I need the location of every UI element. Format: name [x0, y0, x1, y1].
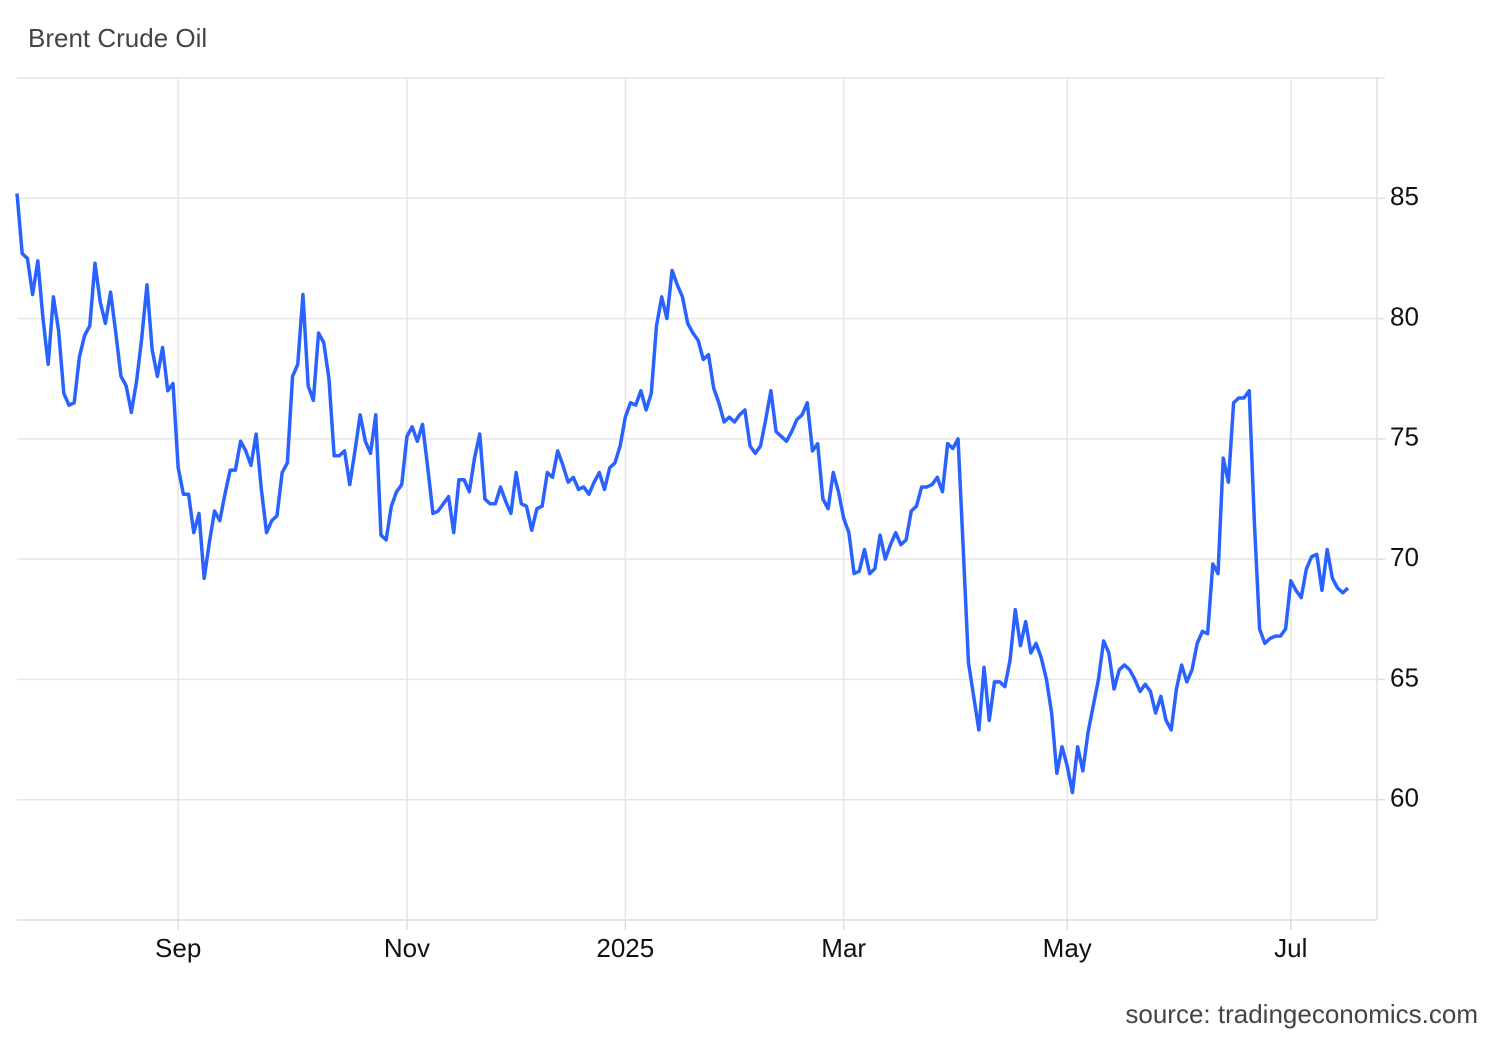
y-tick-label: 80: [1390, 301, 1419, 331]
x-tick-label: Sep: [155, 933, 201, 963]
x-tick-label: 2025: [596, 933, 654, 963]
y-tick-label: 70: [1390, 542, 1419, 572]
x-tick-label: Mar: [821, 933, 866, 963]
y-tick-label: 65: [1390, 662, 1419, 692]
y-tick-label: 75: [1390, 422, 1419, 452]
chart-title: Brent Crude Oil: [28, 23, 207, 53]
y-tick-label: 85: [1390, 181, 1419, 211]
x-tick-label: Nov: [384, 933, 430, 963]
x-tick-label: Jul: [1274, 933, 1307, 963]
source: source: tradingeconomics.com: [1125, 999, 1478, 1029]
price-line: [15, 193, 1350, 795]
y-tick-label: 60: [1390, 783, 1419, 813]
x-tick-label: May: [1043, 933, 1092, 963]
